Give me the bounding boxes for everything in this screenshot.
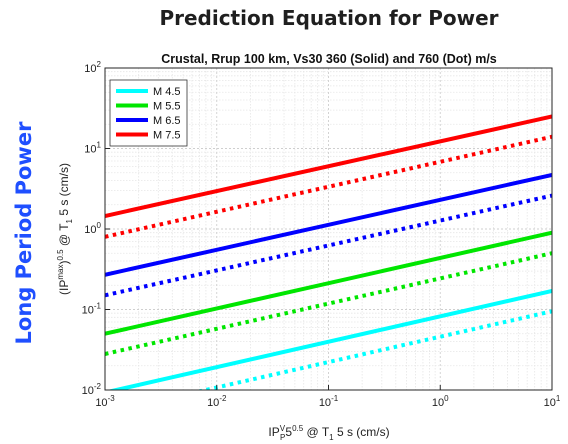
x-tick-label: 100 — [432, 394, 449, 409]
legend: M 4.5 M 5.5 M 6.5 M 7.5 — [109, 79, 188, 147]
legend-entry-label: M 5.5 — [153, 101, 181, 113]
y-tick-label: 101 — [84, 141, 101, 156]
legend-entry-label: M 4.5 — [153, 86, 181, 98]
x-tick-label: 10-3 — [95, 394, 115, 409]
x-tick-label: 10-1 — [319, 394, 339, 409]
y-tick-label: 10-2 — [82, 382, 102, 397]
legend-entry-label: M 7.5 — [153, 130, 181, 142]
y-tick-label: 100 — [84, 221, 101, 236]
series-line-m55-solid — [105, 230, 552, 336]
x-tick-label: 101 — [544, 394, 561, 409]
legend-entry-label: M 6.5 — [153, 115, 181, 127]
y-axis-label: (IPmax)0.5 @ T1 5 s (cm/s) — [56, 163, 74, 295]
x-axis-label: IPV P50.5 @ T1 5 s (cm/s) — [268, 424, 389, 442]
series-line-m65-solid — [105, 172, 552, 277]
x-tick-label: 10-2 — [207, 394, 227, 409]
y-tick-label: 102 — [84, 60, 101, 75]
chart-title: Crustal, Rrup 100 km, Vs30 360 (Solid) a… — [161, 52, 497, 66]
series-line-m75-solid — [105, 114, 552, 218]
y-tick-label: 10-1 — [82, 302, 102, 317]
series-layer — [105, 114, 552, 390]
page-title: Prediction Equation for Power — [159, 6, 499, 30]
series-line-m45-solid — [107, 288, 552, 390]
